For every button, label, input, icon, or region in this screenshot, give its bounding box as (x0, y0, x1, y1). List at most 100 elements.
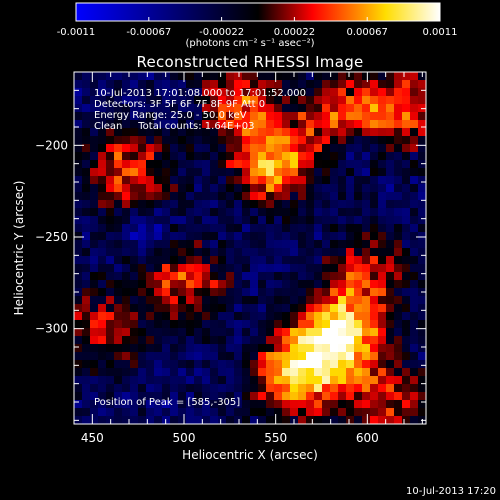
heatmap-cell (106, 176, 115, 185)
heatmap-cell (298, 368, 307, 377)
heatmap-cell (90, 208, 99, 217)
heatmap-cell (370, 328, 379, 337)
heatmap-cell (226, 136, 235, 145)
heatmap-cell (98, 416, 107, 425)
heatmap-cell (402, 224, 411, 233)
heatmap-cell (106, 112, 115, 121)
heatmap-cell (90, 368, 99, 377)
heatmap-cell (298, 304, 307, 313)
heatmap-cell (306, 360, 315, 369)
heatmap-cell (402, 144, 411, 153)
heatmap-cell (418, 120, 427, 129)
heatmap-cell (242, 200, 251, 209)
heatmap-cell (250, 408, 259, 417)
heatmap-cell (402, 264, 411, 273)
heatmap-cell (298, 352, 307, 361)
heatmap-cell (354, 112, 363, 121)
heatmap-cell (370, 240, 379, 249)
heatmap-cell (162, 104, 171, 113)
heatmap-cell (178, 360, 187, 369)
heatmap-cell (194, 296, 203, 305)
heatmap-cell (314, 104, 323, 113)
heatmap-cell (362, 376, 371, 385)
colorbar-tick-label: 0.00022 (274, 27, 315, 38)
heatmap-cell (186, 232, 195, 241)
heatmap-cell (258, 120, 267, 129)
heatmap-cell (394, 120, 403, 129)
heatmap-cell (322, 216, 331, 225)
heatmap-cell (226, 176, 235, 185)
heatmap-cell (202, 128, 211, 137)
heatmap-cell (306, 272, 315, 281)
heatmap-cell (186, 352, 195, 361)
heatmap-cell (234, 96, 243, 105)
heatmap-cell (306, 368, 315, 377)
heatmap-cell (74, 208, 83, 217)
heatmap-cell (306, 136, 315, 145)
heatmap-cell (394, 248, 403, 257)
heatmap-cell (90, 280, 99, 289)
heatmap-cell (258, 160, 267, 169)
heatmap-cell (154, 216, 163, 225)
heatmap-cell (234, 240, 243, 249)
heatmap-cell (378, 312, 387, 321)
heatmap-cell (154, 416, 163, 425)
heatmap-cell (346, 312, 355, 321)
heatmap-cell (338, 80, 347, 89)
heatmap-cell (162, 272, 171, 281)
heatmap-cell (386, 224, 395, 233)
heatmap-cell (370, 280, 379, 289)
heatmap-cell (194, 392, 203, 401)
heatmap-cell (418, 256, 427, 265)
heatmap-cell (106, 280, 115, 289)
heatmap-cell (242, 352, 251, 361)
heatmap-cell (226, 200, 235, 209)
heatmap-cell (170, 112, 179, 121)
heatmap-cell (138, 128, 147, 137)
heatmap-cell (322, 360, 331, 369)
heatmap-cell (170, 400, 179, 409)
heatmap-cell (122, 312, 131, 321)
heatmap-cell (114, 168, 123, 177)
heatmap-cell (194, 160, 203, 169)
heatmap-cell (170, 248, 179, 257)
heatmap-cell (162, 336, 171, 345)
heatmap-cell (138, 120, 147, 129)
heatmap-cell (362, 72, 371, 81)
heatmap-cell (122, 88, 131, 97)
heatmap-cell (210, 240, 219, 249)
heatmap-cell (378, 112, 387, 121)
heatmap-cell (394, 80, 403, 89)
heatmap-cell (122, 376, 131, 385)
heatmap-cell (394, 328, 403, 337)
heatmap-cell (98, 280, 107, 289)
heatmap-cell (178, 352, 187, 361)
heatmap-cell (354, 160, 363, 169)
heatmap-cell (210, 112, 219, 121)
heatmap-cell (90, 232, 99, 241)
heatmap-cell (258, 176, 267, 185)
heatmap-cell (138, 336, 147, 345)
heatmap-cell (82, 168, 91, 177)
heatmap-cell (250, 264, 259, 273)
heatmap-cell (82, 232, 91, 241)
heatmap-cell (90, 216, 99, 225)
heatmap-cell (402, 192, 411, 201)
heatmap-cell (370, 128, 379, 137)
heatmap-cell (194, 192, 203, 201)
heatmap-cell (346, 96, 355, 105)
heatmap-cell (162, 160, 171, 169)
heatmap-cell (170, 136, 179, 145)
heatmap-cell (306, 224, 315, 233)
heatmap-cell (410, 344, 419, 353)
heatmap-cell (314, 344, 323, 353)
heatmap-cell (282, 344, 291, 353)
heatmap-cell (98, 384, 107, 393)
heatmap-cell (290, 136, 299, 145)
heatmap-cell (346, 264, 355, 273)
heatmap-cell (210, 232, 219, 241)
heatmap-cell (394, 296, 403, 305)
heatmap-cell (274, 168, 283, 177)
heatmap-cell (274, 144, 283, 153)
heatmap-cell (346, 176, 355, 185)
